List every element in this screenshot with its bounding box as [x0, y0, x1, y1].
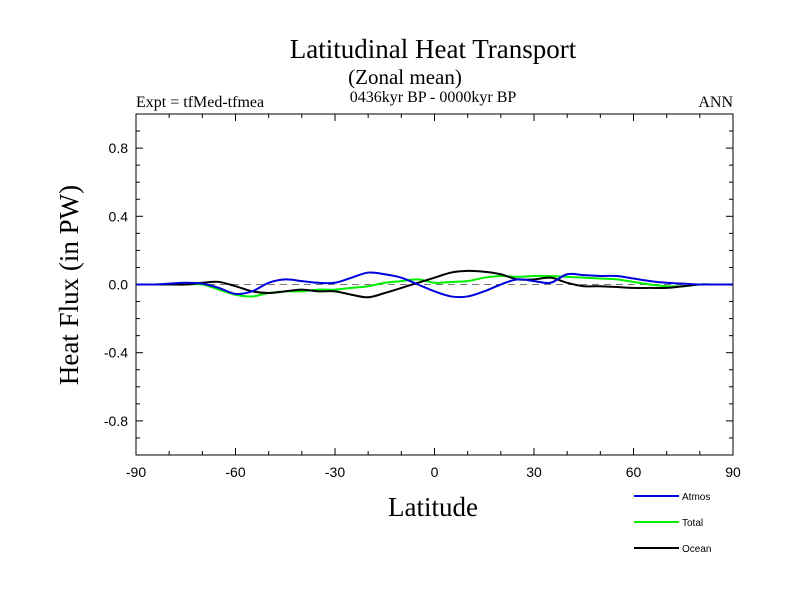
x-tick-label: -90 [126, 464, 146, 480]
experiment-label: Expt = tfMed-tfmea [136, 94, 264, 111]
legend-label-total: Total [682, 518, 703, 529]
y-tick-label: -0.4 [104, 345, 128, 361]
tick-labels: -90 -60 -30 0 30 60 90 -0.8 -0.4 0.0 0.4 0.8 [104, 140, 741, 480]
y-tick-label: -0.8 [104, 413, 128, 429]
series-line-atmos [135, 271, 733, 299]
legend-label-atmos: Atmos [682, 492, 710, 503]
series-lines [135, 269, 733, 299]
series-line-total [136, 274, 733, 298]
x-axis-title: Latitude [388, 492, 478, 522]
period-label: 0436kyr BP - 0000kyr BP [350, 89, 517, 106]
season-label: ANN [698, 94, 733, 111]
legend-label-ocean: Ocean [682, 544, 711, 555]
x-tick-label: 60 [626, 464, 642, 480]
chart-title: Latitudinal Heat Transport [290, 34, 577, 64]
x-tick-label: 30 [526, 464, 542, 480]
x-tick-label: 0 [431, 464, 439, 480]
series-line-ocean [136, 269, 733, 299]
chart-subtitle: (Zonal mean) [348, 65, 462, 89]
x-tick-label: -60 [225, 464, 245, 480]
y-tick-label: 0.0 [109, 277, 129, 293]
x-tick-label: -30 [325, 464, 345, 480]
legend: Atmos Total Ocean [634, 492, 711, 555]
x-tick-label: 90 [725, 464, 741, 480]
plot-frame [135, 113, 734, 456]
y-axis-title: Heat Flux (in PW) [54, 185, 84, 385]
y-tick-label: 0.8 [109, 140, 129, 156]
y-tick-label: 0.4 [109, 208, 129, 224]
